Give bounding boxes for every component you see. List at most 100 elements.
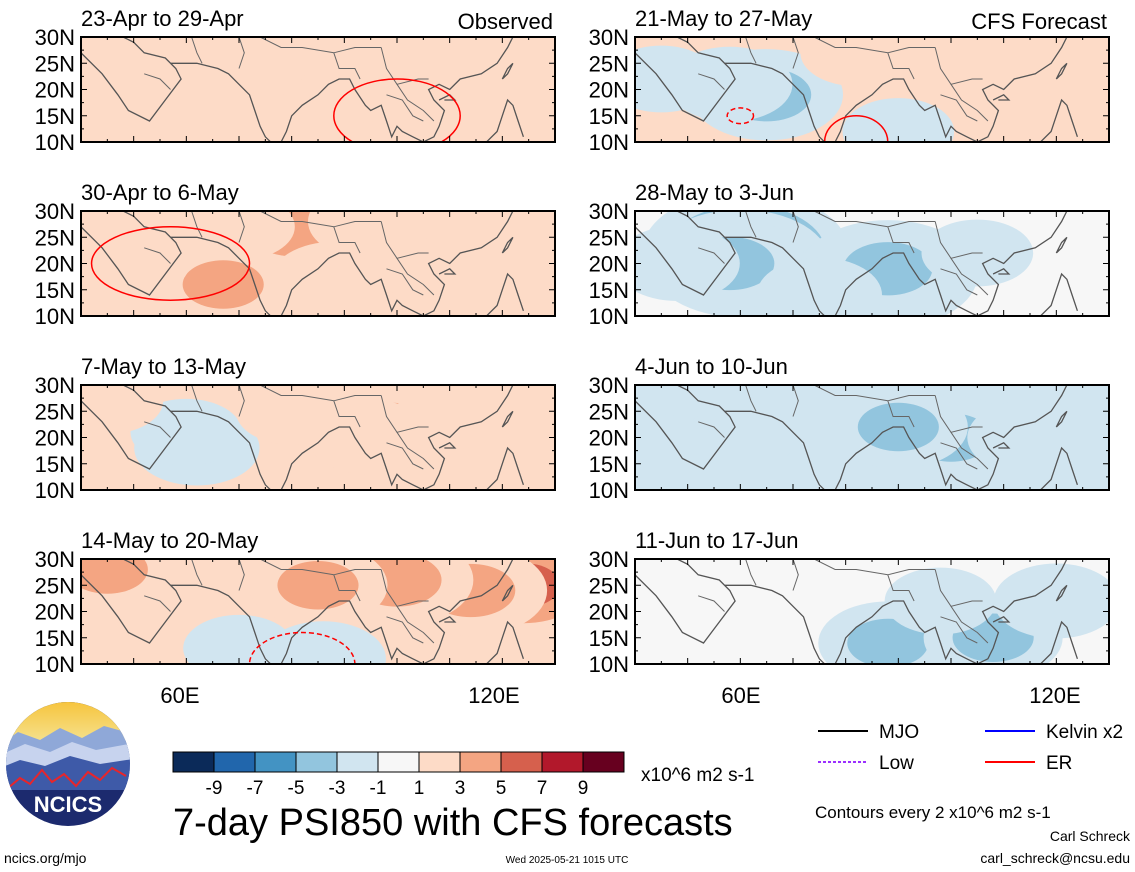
country-border — [191, 559, 203, 586]
source-url: ncics.org/mjo — [4, 850, 87, 866]
country-border — [396, 432, 435, 470]
country-border — [950, 432, 989, 470]
anomaly-shading — [182, 260, 264, 309]
country-border — [887, 52, 915, 80]
country-border — [745, 385, 757, 412]
country-border — [813, 559, 936, 576]
country-border — [259, 559, 382, 576]
colorbar-unit: x10^6 m2 s-1 — [641, 765, 754, 786]
anomaly-shading — [383, 37, 495, 87]
panel-period-title: 4-Jun to 10-Jun — [635, 354, 788, 379]
coastline — [81, 37, 525, 142]
colorbar-tick-label: 1 — [414, 778, 425, 799]
y-tick-label: 20N — [589, 426, 629, 451]
contour-note: Contours every 2 x10^6 m2 s-1 — [815, 803, 1051, 822]
country-border — [698, 421, 725, 438]
chart-title: 7-day PSI850 with CFS forecasts — [173, 802, 733, 844]
y-tick-label: 30N — [35, 199, 75, 224]
y-tick-label: 10N — [35, 652, 75, 677]
anomaly-shading — [235, 385, 348, 445]
y-tick-label: 15N — [35, 626, 75, 651]
coastline — [81, 385, 525, 490]
coastline — [81, 211, 525, 316]
colorbar-swatch — [213, 751, 256, 773]
panel-period-title: 14-May to 20-May — [81, 528, 258, 553]
y-tick-label: 20N — [35, 426, 75, 451]
colorbar-swatch — [418, 751, 461, 773]
country-border — [934, 395, 983, 433]
y-tick-label: 30N — [35, 373, 75, 398]
colorbar-tick-label: -7 — [247, 778, 264, 799]
country-border — [792, 211, 799, 243]
country-border — [792, 37, 799, 69]
panel-period-title: 11-Jun to 17-Jun — [635, 528, 798, 553]
country-border — [940, 94, 978, 122]
legend-label: MJO — [879, 722, 919, 743]
y-tick-label: 25N — [589, 573, 629, 598]
anomaly-shading — [260, 621, 386, 664]
timestamp: Wed 2025-05-21 1015 UTC — [506, 855, 629, 866]
country-border — [950, 84, 989, 122]
country-border — [934, 221, 983, 259]
colorbar-tick-label: 5 — [496, 778, 507, 799]
colorbar-tick-label: -3 — [329, 778, 346, 799]
coastline — [635, 37, 1079, 142]
colorbar-tick-label: -9 — [206, 778, 223, 799]
panel-period-title: 23-Apr to 29-Apr — [81, 6, 244, 31]
y-tick-label: 15N — [35, 452, 75, 477]
country-border — [698, 247, 725, 264]
y-tick-label: 15N — [589, 626, 629, 651]
x-tick-label-left-120e: 120E — [468, 683, 519, 708]
colorbar: -9 -7 -5 -3 -1 1 3 5 7 9 — [172, 751, 625, 799]
country-border — [380, 395, 429, 433]
country-border — [813, 37, 936, 54]
anomaly-shading — [635, 45, 718, 113]
legend: MJO Kelvin x2 Low ER — [818, 722, 1123, 774]
colorbar-swatch — [459, 751, 502, 773]
y-tick-label: 10N — [589, 478, 629, 503]
country-border — [333, 226, 361, 254]
country-border — [238, 37, 245, 69]
country-border — [792, 385, 799, 417]
country-border — [950, 258, 989, 296]
anomaly-shading — [277, 560, 359, 610]
country-border — [238, 385, 245, 417]
country-border — [259, 385, 382, 402]
wave-contour-er — [333, 78, 461, 142]
x-tick-label-left-60e: 60E — [160, 683, 199, 708]
y-tick-label: 25N — [35, 573, 75, 598]
y-tick-label: 10N — [35, 130, 75, 155]
country-border — [396, 84, 435, 122]
y-tick-label: 25N — [589, 225, 629, 250]
y-tick-label: 10N — [589, 304, 629, 329]
colorbar-tick-label: 3 — [455, 778, 466, 799]
y-tick-label: 30N — [35, 25, 75, 50]
country-border — [144, 73, 171, 90]
country-border — [940, 616, 978, 644]
country-border — [698, 595, 725, 612]
anomaly-shading — [800, 37, 913, 87]
y-tick-label: 30N — [589, 547, 629, 572]
coastline — [635, 559, 1079, 664]
country-border — [386, 442, 424, 470]
panel-source-label: Observed — [458, 9, 553, 34]
country-border — [144, 247, 171, 264]
country-border — [259, 211, 382, 228]
colorbar-swatch — [172, 751, 215, 773]
y-tick-label: 25N — [35, 399, 75, 424]
wave-contour-er — [90, 226, 251, 301]
y-tick-label: 20N — [35, 600, 75, 625]
y-tick-label: 20N — [35, 78, 75, 103]
panel-period-title: 21-May to 27-May — [635, 6, 812, 31]
country-border — [950, 606, 989, 644]
country-border — [745, 211, 757, 238]
author-email: carl_schreck@ncsu.edu — [980, 850, 1130, 866]
country-border — [191, 211, 203, 238]
y-tick-label: 10N — [589, 130, 629, 155]
ncics-logo: NCICS — [6, 702, 130, 826]
country-border — [386, 94, 424, 122]
